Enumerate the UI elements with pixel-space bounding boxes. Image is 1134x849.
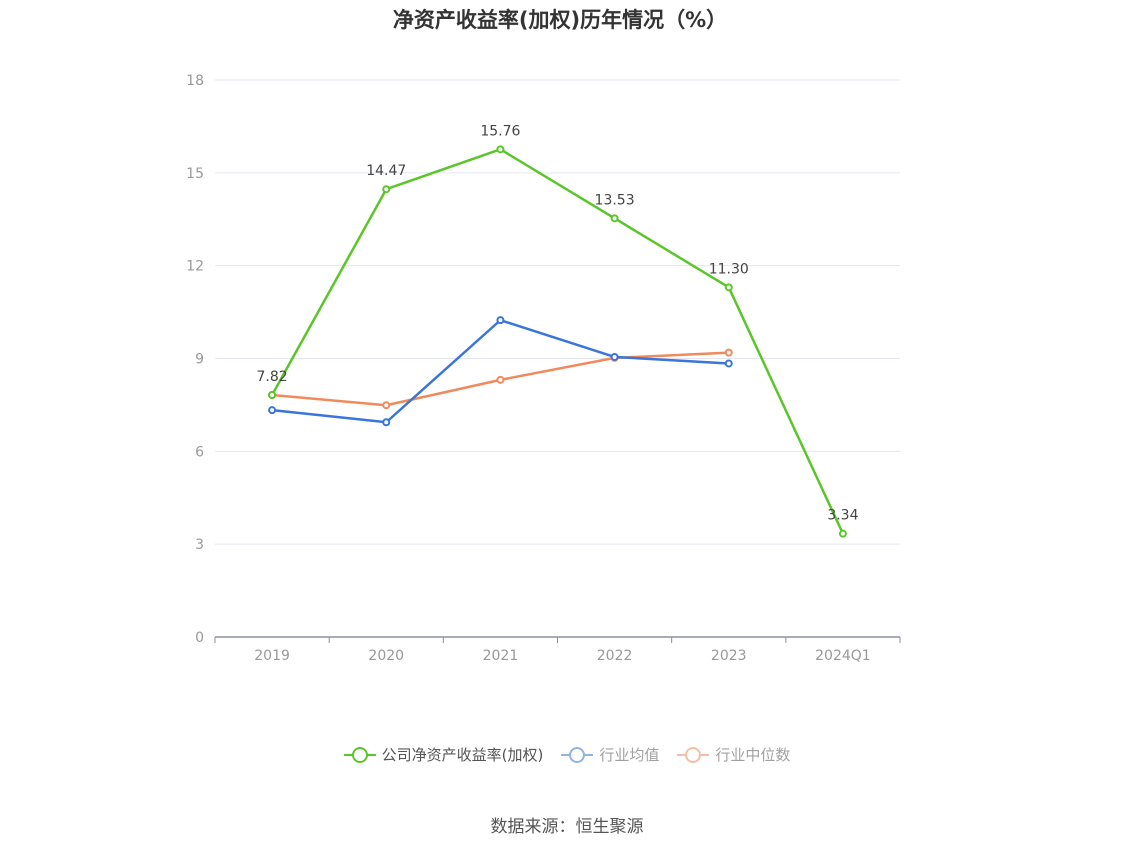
y-tick-label: 18 [186,73,204,89]
legend-item[interactable]: 公司净资产收益率(加权) [343,744,544,765]
series-line [270,148,845,535]
data-label: 7.82 [256,369,287,385]
x-tick-label: 2019 [254,648,290,664]
data-point [268,391,277,400]
data-point [724,283,733,292]
legend-label: 行业均值 [599,746,660,764]
data-point [382,185,391,194]
chart-title: 净资产收益率(加权)历年情况（%） [392,8,728,32]
data-labels: 7.82 14.47 15.76 13.53 11.30 3.34 [256,123,858,523]
series [268,145,847,538]
legend-item[interactable]: 行业中位数 [677,744,790,765]
gridlines [215,79,900,545]
legend-label: 公司净资产收益率(加权) [381,746,544,764]
legend-swatch [677,745,710,765]
legend-swatch [343,745,376,765]
x-tick-label: 2020 [368,648,404,664]
data-point [496,145,505,154]
legend-swatch [561,745,594,765]
axes: 0 3 6 9 12 15 18 2019 2020 2021 2022 2023 2024Q1 [186,73,901,664]
data-label: 11.30 [709,261,749,277]
data-label: 14.47 [366,163,406,179]
y-tick-label: 6 [195,444,204,460]
legend-label: 行业中位数 [715,746,791,764]
y-tick-label: 9 [195,352,204,368]
data-label: 15.76 [480,123,520,139]
data-label: 13.53 [595,192,635,208]
y-tick-label: 15 [186,166,204,182]
y-tick-label: 12 [186,259,204,275]
data-label: 3.34 [827,508,858,524]
source-note: 数据来源：恒生聚源 [490,817,644,837]
data-point [610,352,619,361]
x-tick-label: 2021 [483,648,519,664]
y-tick-label: 3 [195,537,204,553]
series-line [271,318,729,424]
x-tick-label: 2022 [597,648,633,664]
y-tick-label: 0 [195,630,204,646]
x-tick-label: 2024Q1 [815,648,871,664]
legend-item[interactable]: 行业均值 [561,744,659,765]
data-point [382,418,391,427]
data-point [724,359,733,368]
data-point [496,316,505,325]
data-point [496,375,505,384]
data-point [382,401,391,410]
x-tick-label: 2023 [711,648,747,664]
data-point [610,214,619,223]
data-point [838,529,847,538]
data-point [268,406,277,415]
legend: 公司净资产收益率(加权) 行业均值 行业中位数 [0,744,1134,765]
data-point [724,348,733,357]
